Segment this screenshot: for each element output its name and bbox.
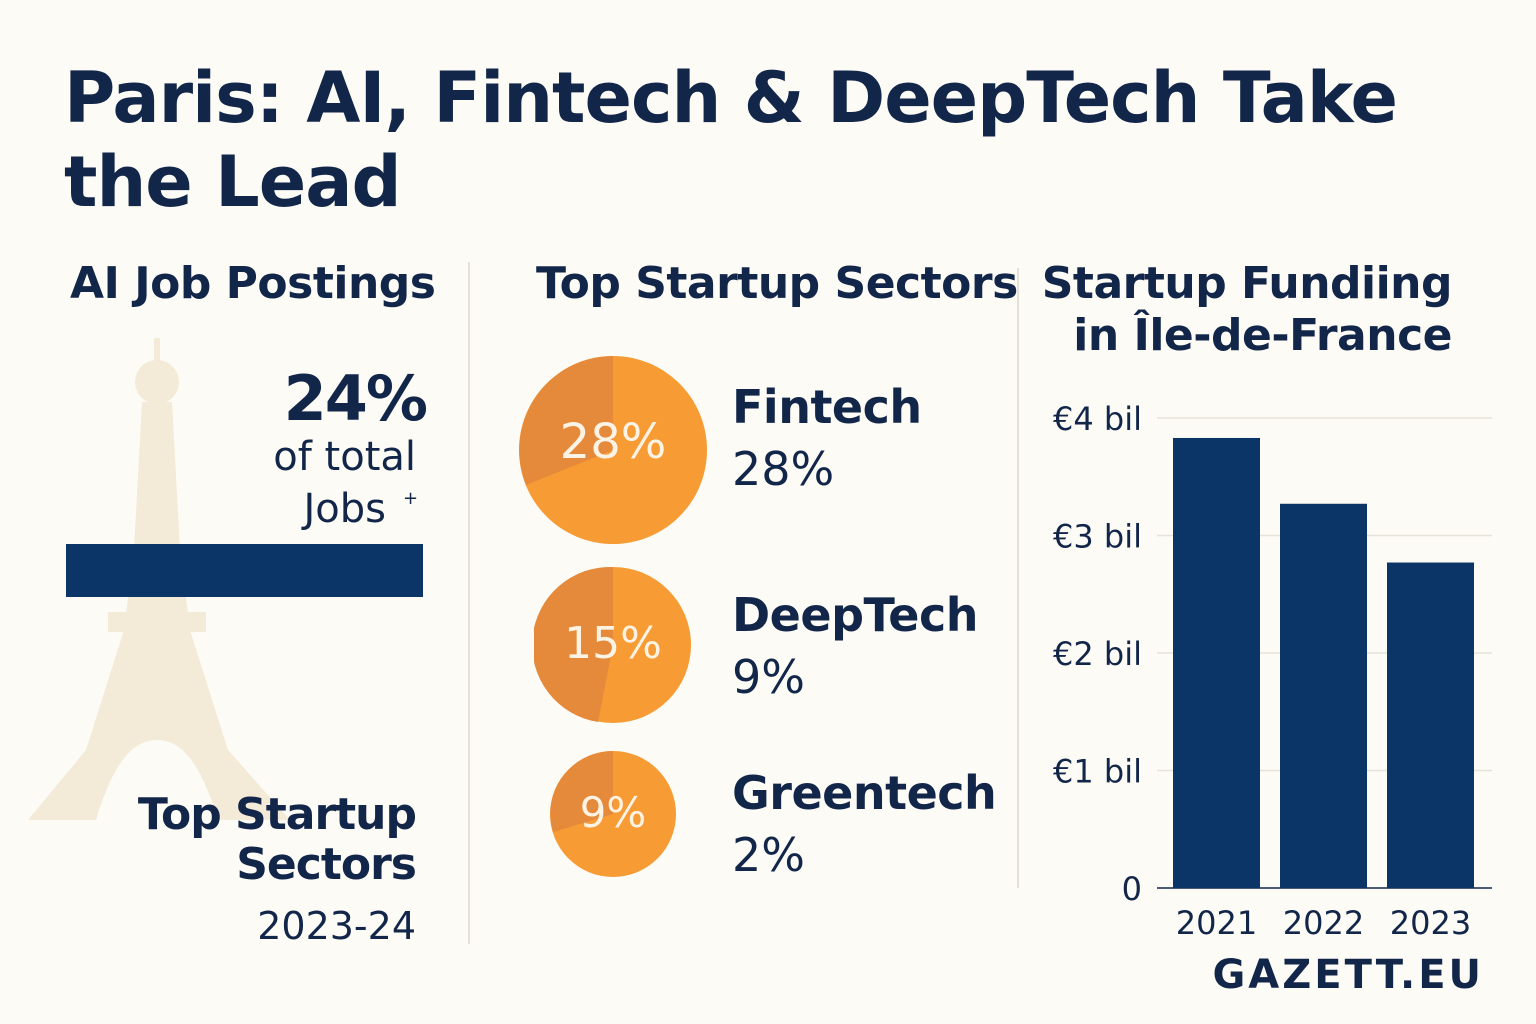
brand-logo: GAZETT.EU xyxy=(1212,952,1484,998)
ai-jobs-stat-caption-1: of total xyxy=(273,434,416,480)
left-footer-title-line2: Sectors xyxy=(138,840,416,890)
sector-name-deeptech: DeepTech xyxy=(732,588,978,642)
ai-jobs-bar xyxy=(66,544,423,597)
right-panel-heading-line1: Startup Fundiing xyxy=(1042,258,1452,310)
funding-bar-chart: 0 €1 bil €2 bil €3 bil €4 bil 2021 2022 2023 xyxy=(1030,390,1510,950)
left-footer-title: Top Startup Sectors xyxy=(138,790,416,890)
funding-x-tick-label: 2023 xyxy=(1390,904,1471,942)
funding-bar-2021 xyxy=(1173,438,1260,888)
left-panel-heading: AI Job Postings xyxy=(70,258,435,310)
sector-pie-label-deeptech: 15% xyxy=(534,618,692,669)
funding-x-tick-label: 2021 xyxy=(1176,904,1257,942)
funding-bar-2023 xyxy=(1387,563,1474,888)
right-panel-heading: Startup Fundiing in Île-de-France xyxy=(1042,258,1452,362)
right-panel-heading-line2: in Île-de-France xyxy=(1042,310,1452,362)
funding-y-tick-label: €3 bil xyxy=(1053,518,1142,556)
sector-value-deeptech: 9% xyxy=(732,650,805,704)
sector-value-fintech: 28% xyxy=(732,442,834,496)
sector-value-greentech: 2% xyxy=(732,828,805,882)
left-footer-period: 2023-24 xyxy=(257,904,416,948)
left-footer-title-line1: Top Startup xyxy=(138,790,416,840)
funding-bar-2022 xyxy=(1280,504,1367,888)
sector-pie-label-fintech: 28% xyxy=(518,414,708,470)
funding-y-tick-label: €4 bil xyxy=(1053,400,1142,438)
ai-jobs-stat-caption-2: Jobs xyxy=(304,486,387,532)
column-divider-left xyxy=(468,262,470,944)
funding-y-tick-label: €1 bil xyxy=(1053,753,1142,791)
sector-name-greentech: Greentech xyxy=(732,766,996,820)
funding-y-tick-label: €2 bil xyxy=(1053,635,1142,673)
sector-pie-label-greentech: 9% xyxy=(549,788,677,837)
middle-panel-heading: Top Startup Sectors xyxy=(536,258,1018,310)
funding-y-tick-label: 0 xyxy=(1122,870,1142,908)
ai-jobs-stat-value: 24% xyxy=(284,362,426,435)
column-divider-right xyxy=(1017,268,1019,888)
page-title: Paris: AI, Fintech & DeepTech Take the L… xyxy=(64,56,1464,224)
ai-jobs-stat-mark: + xyxy=(403,488,418,509)
funding-x-tick-label: 2022 xyxy=(1283,904,1364,942)
sector-name-fintech: Fintech xyxy=(732,380,922,434)
